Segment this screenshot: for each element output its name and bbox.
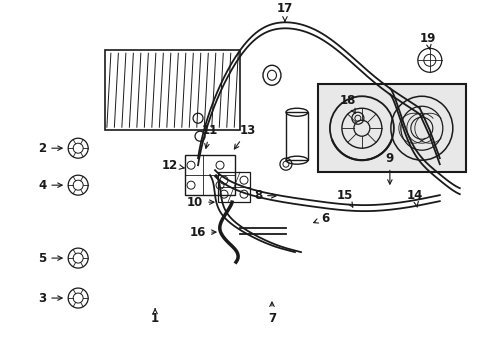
Text: 9: 9 — [385, 152, 393, 184]
Text: 4: 4 — [38, 179, 62, 192]
Text: 7: 7 — [267, 302, 275, 324]
Text: 1: 1 — [151, 309, 159, 324]
Text: 6: 6 — [313, 212, 328, 225]
Text: 19: 19 — [419, 32, 435, 49]
Bar — [285, 112, 307, 160]
Text: 10: 10 — [186, 195, 214, 209]
Text: 12: 12 — [162, 159, 183, 172]
Text: 8: 8 — [253, 189, 275, 202]
Text: 13: 13 — [234, 124, 256, 149]
Text: 15: 15 — [336, 189, 352, 207]
Text: 14: 14 — [406, 189, 422, 207]
Bar — [105, 50, 240, 130]
Text: 16: 16 — [189, 226, 216, 239]
Text: 17: 17 — [276, 2, 292, 21]
Bar — [218, 172, 249, 202]
Text: 11: 11 — [202, 124, 218, 148]
Text: 18: 18 — [339, 94, 355, 113]
Text: 5: 5 — [38, 252, 62, 265]
Bar — [317, 84, 465, 172]
Bar — [184, 155, 235, 195]
Text: 3: 3 — [38, 292, 62, 305]
Text: 2: 2 — [38, 142, 62, 155]
